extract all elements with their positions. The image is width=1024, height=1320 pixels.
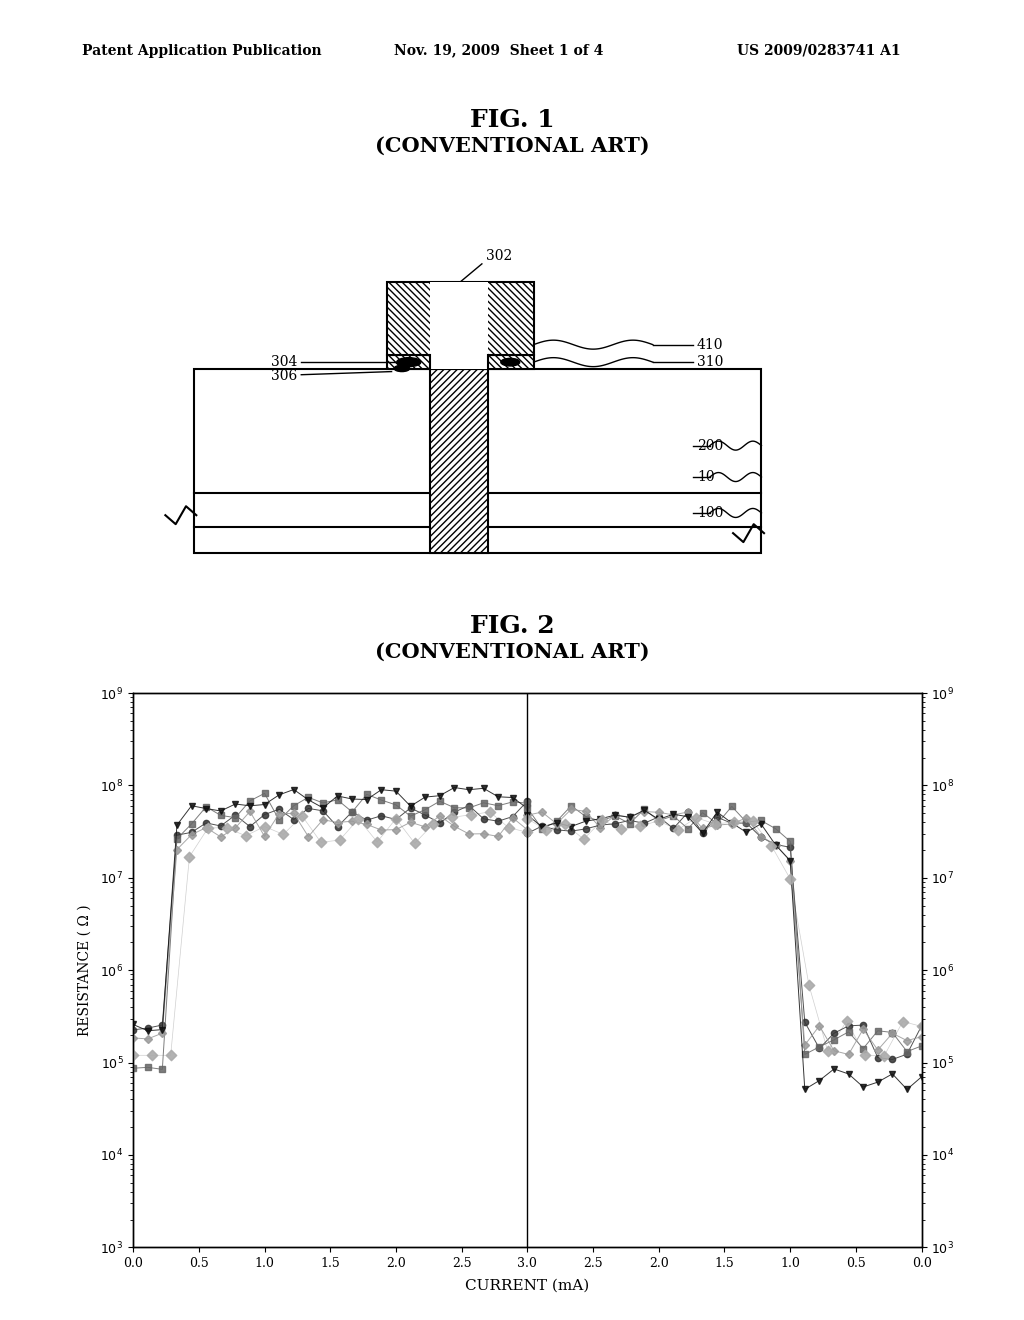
- Point: [388, 808, 404, 829]
- Text: 302: 302: [486, 248, 512, 263]
- Point: [444, 807, 461, 828]
- Point: [895, 1011, 911, 1032]
- Text: 304: 304: [270, 355, 297, 370]
- Point: [575, 829, 592, 850]
- Point: [819, 1040, 836, 1061]
- Text: FIG. 1: FIG. 1: [470, 108, 554, 132]
- Point: [181, 846, 198, 867]
- Point: [238, 825, 254, 846]
- Point: [707, 813, 723, 834]
- Point: [163, 1044, 179, 1065]
- Text: 200: 200: [697, 438, 723, 453]
- Point: [369, 832, 385, 853]
- Text: 310: 310: [697, 355, 723, 370]
- Bar: [430, 281, 487, 370]
- Text: 10: 10: [697, 470, 715, 484]
- Point: [670, 820, 686, 841]
- Point: [312, 832, 329, 853]
- Point: [519, 822, 536, 843]
- Text: 306: 306: [270, 370, 297, 383]
- Point: [744, 810, 761, 832]
- Text: Nov. 19, 2009  Sheet 1 of 4: Nov. 19, 2009 Sheet 1 of 4: [394, 44, 603, 58]
- Point: [294, 805, 310, 826]
- Point: [425, 813, 441, 834]
- Point: [726, 812, 742, 833]
- Point: [256, 816, 272, 837]
- Bar: [430, 370, 487, 553]
- Bar: [387, 281, 534, 355]
- Ellipse shape: [501, 358, 520, 366]
- Text: (CONVENTIONAL ART): (CONVENTIONAL ART): [375, 136, 649, 156]
- Point: [275, 824, 292, 845]
- Text: US 2009/0283741 A1: US 2009/0283741 A1: [737, 44, 901, 58]
- Point: [782, 869, 799, 890]
- Point: [688, 807, 705, 828]
- Point: [557, 813, 573, 834]
- Ellipse shape: [394, 366, 410, 372]
- Point: [350, 808, 367, 829]
- Point: [632, 816, 648, 837]
- Point: [463, 804, 479, 825]
- Text: (CONVENTIONAL ART): (CONVENTIONAL ART): [375, 642, 649, 661]
- Point: [538, 820, 554, 841]
- Point: [857, 1044, 873, 1065]
- Point: [143, 1044, 160, 1065]
- Point: [481, 801, 498, 822]
- Point: [332, 829, 348, 850]
- Point: [519, 808, 536, 829]
- Point: [125, 1044, 141, 1065]
- Point: [913, 1016, 930, 1038]
- Point: [839, 1011, 855, 1032]
- Bar: [194, 370, 762, 553]
- Text: Patent Application Publication: Patent Application Publication: [82, 44, 322, 58]
- Ellipse shape: [396, 358, 421, 367]
- Point: [801, 974, 817, 995]
- Point: [876, 1045, 892, 1067]
- Bar: [387, 355, 534, 370]
- Text: FIG. 2: FIG. 2: [470, 614, 554, 638]
- Point: [501, 817, 517, 838]
- Point: [219, 817, 236, 838]
- Point: [407, 833, 423, 854]
- Point: [594, 809, 610, 830]
- Point: [200, 817, 216, 838]
- Point: [613, 818, 630, 840]
- Y-axis label: RESISTANCE ( Ω ): RESISTANCE ( Ω ): [78, 904, 92, 1036]
- Text: 410: 410: [697, 338, 723, 351]
- Text: 100: 100: [697, 506, 723, 520]
- X-axis label: CURRENT (mA): CURRENT (mA): [465, 1279, 590, 1292]
- Point: [650, 810, 667, 832]
- Point: [763, 836, 779, 857]
